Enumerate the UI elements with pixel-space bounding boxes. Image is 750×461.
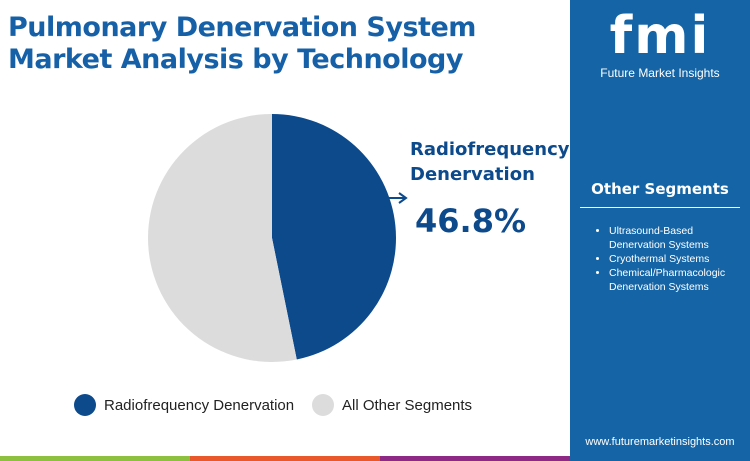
other-segments-heading: Other Segments [591,180,729,198]
legend-item-radiofrequency: Radiofrequency Denervation [74,394,294,416]
page-title: Pulmonary Denervation System Market Anal… [8,12,476,75]
footer-bar-purple [380,456,570,461]
pie-slice-0 [272,114,396,360]
list-item: Chemical/Pharmacologic Denervation Syste… [609,266,744,294]
pie-chart [147,114,408,362]
list-item: Cryothermal Systems [609,252,744,266]
legend-item-other: All Other Segments [312,394,472,416]
website-url: www.futuremarketinsights.com [585,436,735,448]
footer-bar-green [0,456,190,461]
divider [580,207,740,208]
other-segments-list: Ultrasound-Based Denervation Systems Cry… [592,224,744,294]
sidebar: fmi Future Market Insights Other Segments… [570,0,750,461]
annotation-label: Radiofrequency Denervation [410,139,570,185]
pie-slice-1 [147,114,297,362]
footer-bar-orange [190,456,380,461]
legend-label: All Other Segments [342,396,473,414]
fmi-logo: fmi Future Market Insights [600,6,720,80]
annotation-arrow [385,192,408,204]
annotation-value: 46.8% [415,202,527,240]
list-item: Ultrasound-Based Denervation Systems [609,224,744,252]
legend-label: Radiofrequency Denervation [104,396,295,414]
